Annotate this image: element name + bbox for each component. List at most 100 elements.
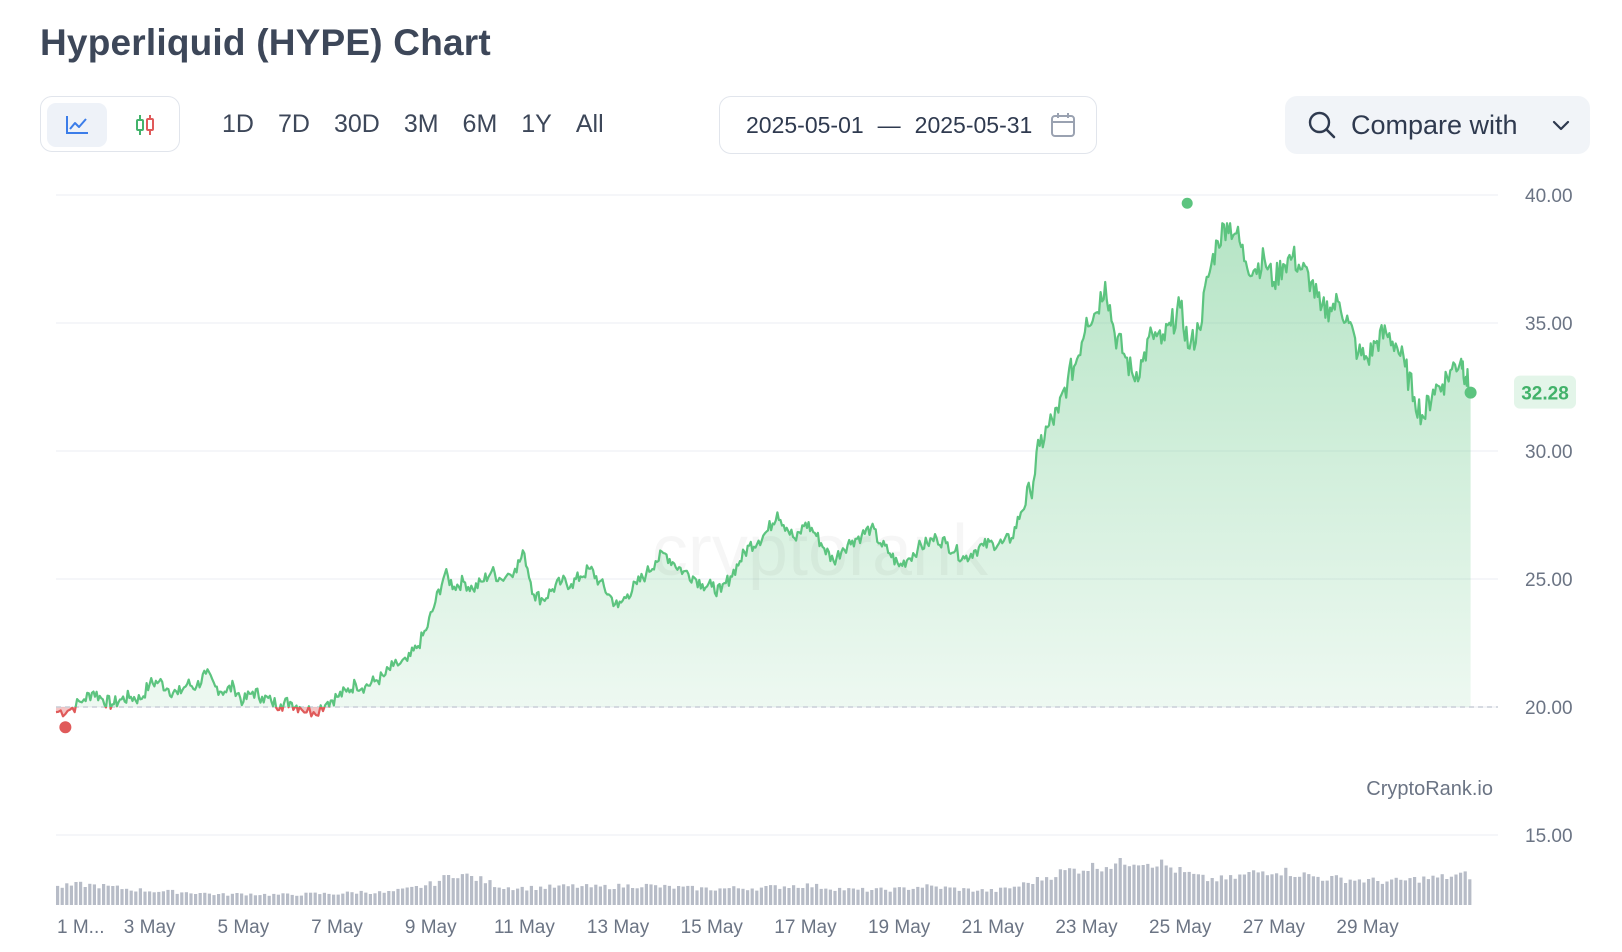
volume-bar — [249, 893, 253, 905]
volume-bar — [796, 887, 800, 905]
volume-bar — [1233, 878, 1237, 905]
volume-bar — [1008, 888, 1012, 905]
volume-bar — [1196, 874, 1200, 905]
volume-bar — [1123, 864, 1127, 905]
volume-bar — [838, 887, 842, 905]
range-1d-button[interactable]: 1D — [222, 110, 254, 138]
volume-bar — [1431, 875, 1435, 905]
x-tick-label: 29 May — [1336, 917, 1399, 938]
volume-bar — [1183, 872, 1187, 905]
date-range-picker[interactable]: 2025-05-01 — 2025-05-31 — [719, 96, 1097, 154]
volume-bar — [1169, 867, 1173, 905]
volume-bar — [304, 892, 308, 905]
volume-bar — [511, 890, 515, 905]
range-3m-button[interactable]: 3M — [403, 110, 439, 138]
volume-bar — [166, 889, 170, 905]
range-6m-button[interactable]: 6M — [462, 110, 498, 138]
volume-bar — [603, 884, 607, 905]
volume-bar — [125, 888, 129, 905]
volume-bar — [396, 888, 400, 905]
volume-bar — [1380, 883, 1384, 905]
volume-bar — [1049, 879, 1053, 905]
volume-bar — [741, 888, 745, 905]
range-1y-button[interactable]: 1Y — [521, 110, 552, 138]
volume-bar — [230, 893, 234, 905]
x-tick-label: 27 May — [1243, 917, 1306, 938]
volume-bar — [1058, 869, 1062, 905]
volume-bar — [263, 893, 267, 905]
date-from[interactable]: 2025-05-01 — [746, 111, 864, 138]
volume-bar — [842, 890, 846, 905]
volume-bar — [1063, 870, 1067, 905]
volume-bar — [1376, 881, 1380, 905]
volume-bar — [635, 888, 639, 905]
volume-bar — [226, 895, 230, 905]
volume-bar — [911, 888, 915, 905]
x-tick-label: 13 May — [587, 917, 650, 938]
volume-bar — [833, 890, 837, 905]
volume-bar — [1353, 880, 1357, 905]
volume-bar — [1003, 887, 1007, 905]
volume-bar — [617, 883, 621, 905]
date-to[interactable]: 2025-05-31 — [914, 111, 1033, 138]
volume-bar — [1367, 879, 1371, 905]
volume-bar — [194, 894, 198, 905]
volume-bar — [525, 890, 529, 905]
volume-bar — [727, 888, 731, 905]
volume-bar — [295, 895, 299, 905]
range-30d-button[interactable]: 30D — [333, 110, 380, 138]
volume-bar — [1463, 871, 1467, 905]
volume-bar — [1132, 864, 1136, 905]
volume-bar — [644, 883, 648, 905]
volume-bar — [1357, 879, 1361, 905]
volume-bar — [989, 889, 993, 905]
volume-bar — [980, 889, 984, 905]
volume-bar — [704, 887, 708, 905]
volume-bar — [1141, 865, 1145, 905]
volume-bar — [1201, 874, 1205, 905]
volume-bar — [1150, 867, 1154, 905]
volume-bar — [244, 895, 248, 905]
range-all-button[interactable]: All — [575, 110, 604, 138]
volume-bar — [120, 889, 124, 905]
candlestick-button[interactable] — [115, 103, 175, 147]
volume-bar — [148, 891, 152, 905]
volume-bar — [1362, 882, 1366, 905]
volume-bar — [640, 887, 644, 905]
range-7d-button[interactable]: 7D — [277, 110, 310, 138]
chevron-down-icon — [1552, 120, 1570, 131]
volume-bar — [893, 887, 897, 905]
volume-bar — [1311, 876, 1315, 905]
volume-bar — [709, 890, 713, 905]
volume-bar — [382, 892, 386, 905]
volume-bar — [649, 884, 653, 905]
volume-bar — [690, 885, 694, 905]
volume-bar — [313, 892, 317, 905]
line-chart-button[interactable] — [47, 103, 107, 147]
volume-bar — [359, 890, 363, 905]
volume-bar — [897, 887, 901, 905]
volume-bar — [948, 887, 952, 905]
volume-bar — [1219, 875, 1223, 905]
volume-bar — [1178, 867, 1182, 905]
volume-bar — [88, 883, 92, 905]
volume-bar — [1164, 865, 1168, 905]
volume-bar — [1325, 880, 1329, 905]
page-title: Hyperliquid (HYPE) Chart — [40, 22, 491, 63]
volume-bar — [658, 887, 662, 905]
compare-with-dropdown[interactable]: Compare with — [1285, 96, 1590, 154]
volume-bar — [681, 886, 685, 905]
volume-bar — [1215, 881, 1219, 905]
volume-bar — [364, 892, 368, 905]
x-tick-label: 9 May — [405, 917, 457, 938]
volume-bar — [189, 893, 193, 905]
volume-bar — [976, 890, 980, 905]
volume-bar — [769, 885, 773, 905]
volume-bar — [152, 892, 156, 905]
y-tick-label: 25.00 — [1525, 570, 1573, 591]
volume-bar — [276, 894, 280, 905]
volume-bar — [879, 887, 883, 905]
calendar-icon[interactable] — [1050, 111, 1076, 139]
price-line — [55, 222, 1472, 718]
